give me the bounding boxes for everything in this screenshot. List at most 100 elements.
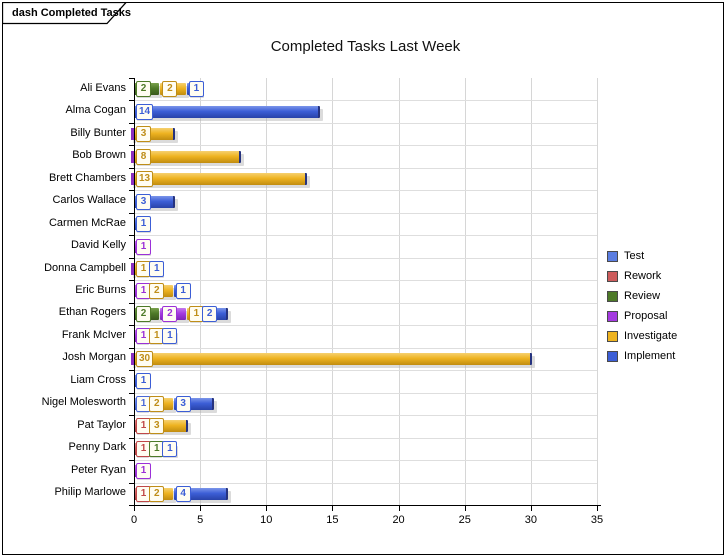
y-gridline — [134, 167, 597, 169]
bar-value-label: 3 — [136, 193, 151, 210]
y-gridline — [134, 415, 597, 417]
x-gridline — [266, 78, 268, 505]
y-gridline — [134, 235, 597, 237]
legend-swatch-icon — [607, 250, 618, 262]
bar-leading-sliver — [131, 128, 134, 141]
bar-value-label: 1 — [136, 373, 151, 390]
category-label: Carmen McRae — [48, 216, 126, 229]
y-axis-tick — [129, 167, 134, 169]
y-gridline — [134, 190, 597, 192]
y-axis-tick — [129, 392, 134, 394]
y-gridline — [134, 392, 597, 394]
bar-row: 1 — [134, 213, 597, 235]
y-axis-line — [134, 78, 135, 506]
diagram-tab-label: dash Completed Tasks — [12, 7, 131, 19]
x-gridline — [597, 78, 598, 505]
bar-row: 1 — [134, 370, 597, 392]
bar-value-label: 1 — [188, 81, 204, 98]
bar-leading-sliver — [131, 173, 134, 186]
bar-value-label: 3 — [175, 395, 191, 412]
x-axis-tick — [134, 506, 135, 511]
y-gridline — [134, 280, 597, 282]
bar-leading-sliver — [131, 263, 134, 276]
y-gridline — [134, 370, 597, 372]
bar-segment-investigate — [134, 150, 241, 163]
y-gridline — [134, 482, 597, 484]
bar-value-label: 1 — [136, 238, 151, 255]
x-axis-tick-label: 35 — [590, 514, 604, 526]
bar-value-label: 1 — [136, 216, 151, 233]
x-axis-tick-label: 0 — [130, 514, 138, 526]
y-axis-tick — [129, 100, 134, 102]
category-label: Josh Morgan — [62, 351, 126, 364]
bar-row: 8 — [131, 145, 597, 167]
x-axis-tick — [332, 506, 334, 511]
y-axis-tick — [129, 280, 134, 282]
bar-value-label: 3 — [136, 126, 151, 143]
y-gridline — [134, 437, 597, 439]
y-axis-tick — [129, 212, 134, 214]
legend-item-implement: Implement — [607, 346, 677, 366]
legend-swatch-icon — [607, 290, 618, 302]
category-label: Philip Marlowe — [54, 486, 126, 499]
bar-value-label: 2 — [202, 305, 218, 322]
bar-value-label: 1 — [162, 440, 178, 457]
legend-label: Test — [624, 250, 645, 262]
y-gridline — [134, 257, 597, 259]
legend-label: Rework — [624, 270, 662, 282]
category-label: Frank McIver — [61, 328, 126, 341]
legend-swatch-icon — [607, 330, 618, 342]
legend-label: Investigate — [624, 330, 678, 342]
y-axis-tick — [129, 325, 134, 327]
y-gridline — [134, 145, 597, 147]
x-axis-tick — [597, 506, 598, 511]
x-axis-tick — [464, 506, 466, 511]
legend-item-investigate: Investigate — [607, 326, 677, 346]
x-axis-tick-label: 25 — [458, 514, 471, 526]
legend-item-test: Test — [607, 246, 677, 266]
y-axis-tick — [129, 482, 134, 484]
category-label: Pat Taylor — [77, 418, 126, 431]
y-axis-tick — [129, 257, 134, 259]
category-label: Bob Brown — [72, 149, 126, 162]
bar-segment-implement — [134, 105, 321, 118]
legend-item-proposal: Proposal — [607, 306, 677, 326]
category-label: Penny Dark — [68, 441, 126, 454]
bar-leading-sliver — [131, 352, 134, 365]
legend-swatch-icon — [607, 310, 618, 322]
y-axis-tick — [129, 122, 134, 124]
diagram-tab[interactable]: dash Completed Tasks — [1, 1, 132, 25]
y-axis-tick — [129, 415, 134, 417]
legend-swatch-icon — [607, 270, 618, 282]
bar-value-label: 2 — [162, 81, 178, 98]
y-gridline — [134, 460, 597, 462]
legend-item-rework: Rework — [607, 266, 677, 286]
legend-swatch-icon — [607, 350, 618, 362]
x-axis-tick-label: 20 — [392, 514, 405, 526]
bar-row: 1 — [134, 460, 597, 482]
y-axis-tick — [129, 78, 134, 79]
bar-value-label: 30 — [136, 350, 154, 367]
category-label: Carlos Wallace — [52, 194, 126, 207]
bar-value-label: 2 — [136, 81, 151, 98]
plot-area: 0 5 10 15 20 25 30 35 2 2 1 14 3 8 13 3 1 1 1 1 1 2 1 2 2 1 2 1 1 1 30… — [129, 78, 603, 526]
y-axis-tick — [129, 235, 134, 237]
bar-segment-investigate — [134, 173, 307, 186]
bar-leading-sliver — [131, 150, 134, 163]
category-label: Nigel Molesworth — [41, 396, 126, 409]
y-axis-tick — [129, 347, 134, 349]
x-axis-tick-label: 10 — [260, 514, 273, 526]
x-gridline — [332, 78, 334, 505]
y-gridline — [134, 212, 597, 214]
bar-row: 30 — [131, 348, 597, 370]
legend-label: Review — [624, 290, 661, 302]
bar-value-label: 4 — [175, 485, 191, 502]
x-axis-tick — [200, 506, 202, 511]
y-axis-tick — [129, 460, 134, 462]
